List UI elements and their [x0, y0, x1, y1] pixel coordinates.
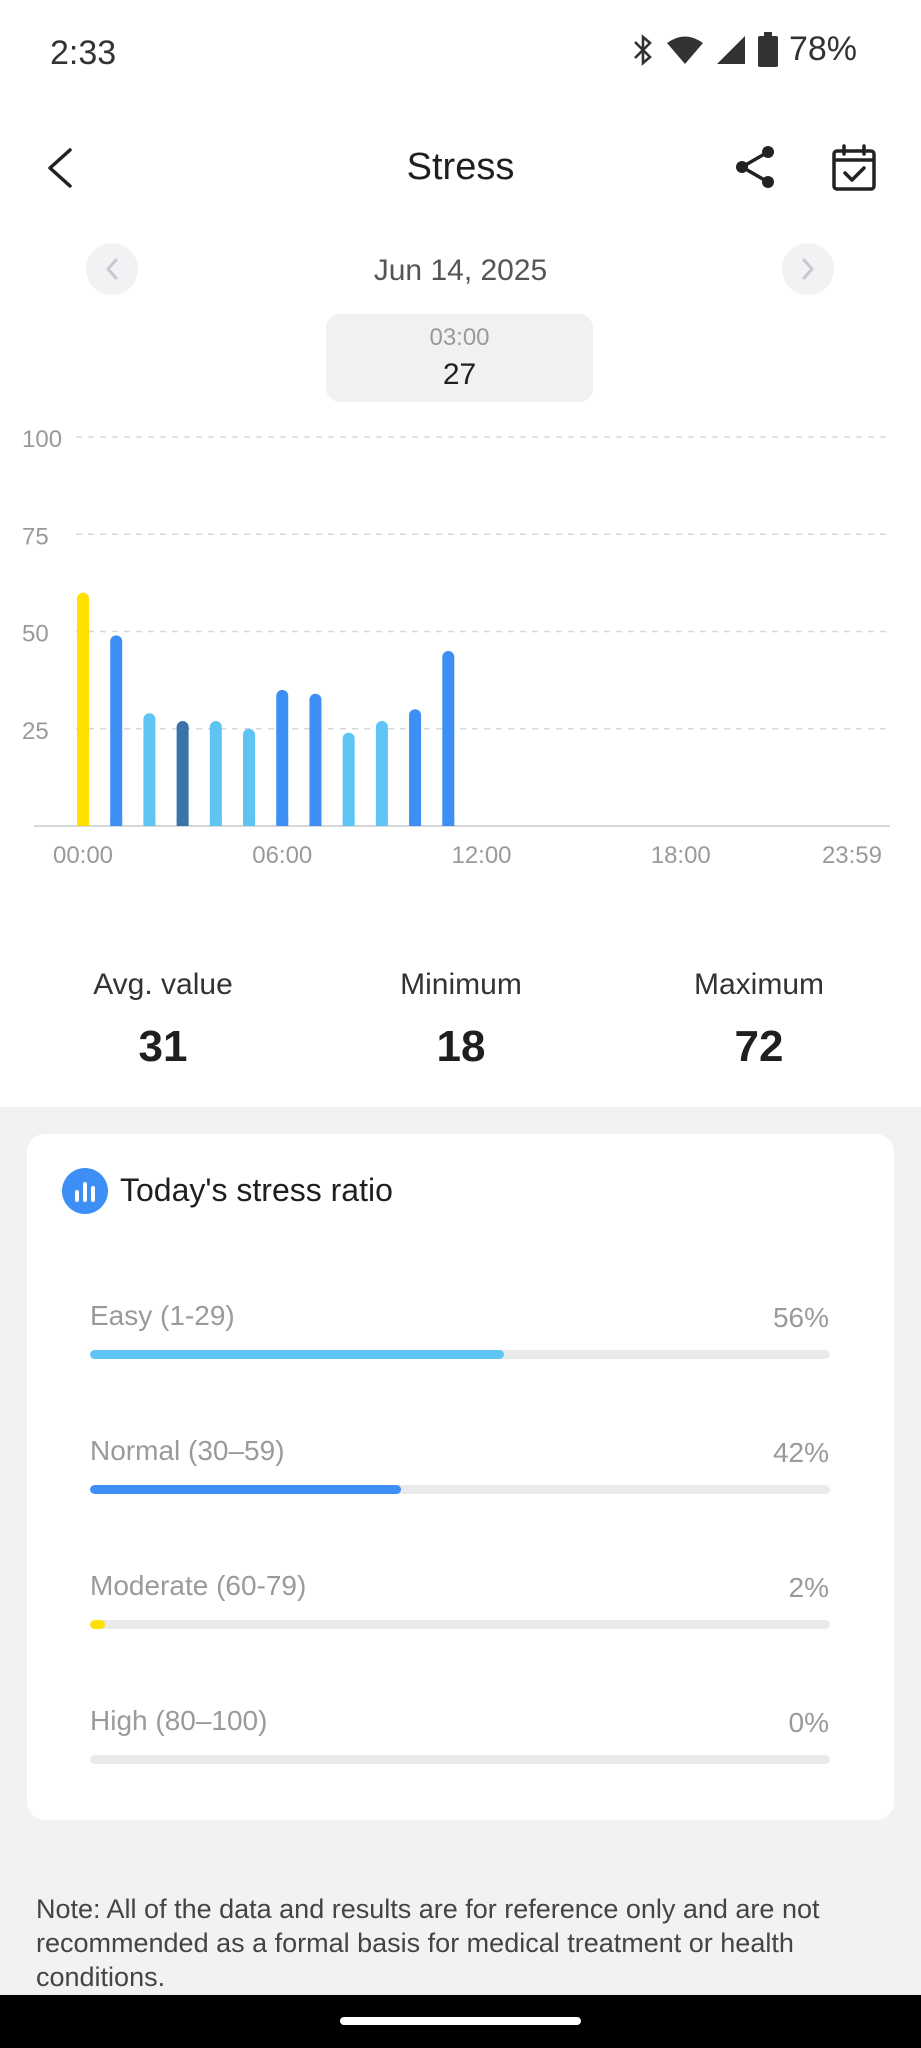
ratio-bar-moderate [90, 1620, 830, 1629]
stress-bar-base [342, 818, 355, 826]
ratio-fill-moderate [90, 1620, 105, 1629]
stress-ratio-title: Today's stress ratio [120, 1172, 393, 1208]
stress-bar-base [209, 818, 222, 826]
tooltip-time: 03:00 [429, 324, 490, 351]
x-tick-label: 18:00 [651, 842, 711, 869]
stress-bar-chart[interactable]: 100 75 50 25 00:00 06:00 12:00 18:00 23:59 [0, 420, 921, 880]
stress-bar-base [375, 818, 388, 826]
stress-bar-base [409, 818, 422, 826]
bluetooth-icon [634, 33, 652, 66]
stress-bar [342, 732, 355, 826]
y-tick-label: 50 [22, 621, 49, 648]
tooltip-value: 27 [442, 358, 477, 391]
stress-bar [375, 720, 388, 826]
stress-bar [110, 635, 123, 826]
ratio-fill-easy [90, 1350, 505, 1359]
stress-bar [276, 689, 289, 826]
x-tick-label: 06:00 [252, 842, 312, 869]
y-tick-label: 75 [22, 523, 49, 550]
date-label: Jun 14, 2025 [373, 254, 548, 287]
status-icons: 78% [631, 30, 857, 69]
stress-bar [209, 720, 222, 826]
status-time: 2:33 [50, 34, 117, 72]
selected-value-tooltip: 03:00 27 [326, 314, 593, 402]
ratio-pct-high: 0% [788, 1707, 829, 1738]
stress-bar-base [442, 818, 455, 826]
wifi-icon [666, 36, 703, 64]
x-tick-label: 12:00 [451, 842, 511, 869]
y-tick-label: 100 [22, 426, 62, 453]
stress-bar-base [243, 818, 256, 826]
disclaimer-note: Note: All of the data and results are fo… [36, 1894, 820, 1992]
ratio-label-moderate: Moderate (60-79) [90, 1570, 307, 1601]
chevron-right-icon [802, 258, 814, 280]
stress-bar-base [309, 818, 322, 826]
ratio-label-normal: Normal (30–59) [90, 1435, 285, 1466]
calendar-check-icon [832, 144, 876, 191]
stress-bar-base [276, 818, 289, 826]
share-icon [736, 146, 774, 188]
page-title: Stress [406, 146, 515, 188]
ratio-pct-normal: 42% [772, 1437, 829, 1468]
avg-value-label: Avg. value [93, 968, 233, 1001]
y-tick-label: 25 [22, 718, 49, 745]
next-day-button[interactable] [782, 243, 834, 295]
stress-bar-base [110, 818, 123, 826]
battery-percent: 78% [788, 30, 857, 68]
chevron-left-icon [106, 258, 118, 280]
ratio-label-high: High (80–100) [90, 1705, 268, 1736]
ratio-fill-normal [90, 1485, 401, 1494]
ratio-label-easy: Easy (1-29) [90, 1300, 235, 1331]
stress-bar-base [176, 818, 189, 826]
ratio-bar-high [90, 1755, 830, 1764]
stress-bar [442, 650, 455, 826]
stress-bar [77, 592, 89, 826]
stress-bar [176, 720, 189, 826]
back-button[interactable] [36, 138, 86, 198]
maximum-label: Maximum [693, 968, 824, 1001]
stress-ratio-card [27, 1134, 894, 1820]
x-tick-label: 00:00 [53, 842, 113, 869]
stress-bar [243, 728, 256, 826]
ratio-bar-easy [90, 1350, 830, 1359]
maximum-value: 72 [734, 1022, 784, 1071]
ratio-bar-normal [90, 1485, 830, 1494]
ratio-pct-moderate: 2% [788, 1572, 829, 1603]
previous-day-button[interactable] [86, 243, 138, 295]
stress-bar [143, 713, 156, 826]
stress-bar-base [143, 818, 156, 826]
minimum-label: Minimum [400, 968, 522, 1001]
battery-icon [757, 31, 778, 67]
x-tick-label: 23:59 [822, 842, 882, 869]
stress-bar [309, 693, 322, 826]
stress-bar-base [77, 818, 89, 826]
back-arrow-icon [48, 148, 72, 188]
calendar-button[interactable] [828, 142, 880, 194]
ratio-pct-easy: 56% [772, 1302, 829, 1333]
minimum-value: 18 [436, 1022, 486, 1071]
share-button[interactable] [730, 142, 780, 192]
signal-icon [716, 35, 745, 64]
home-gesture-handle[interactable] [340, 2017, 581, 2025]
bar-chart-icon [62, 1168, 108, 1214]
avg-value: 31 [138, 1022, 188, 1071]
stress-bar [409, 709, 422, 826]
